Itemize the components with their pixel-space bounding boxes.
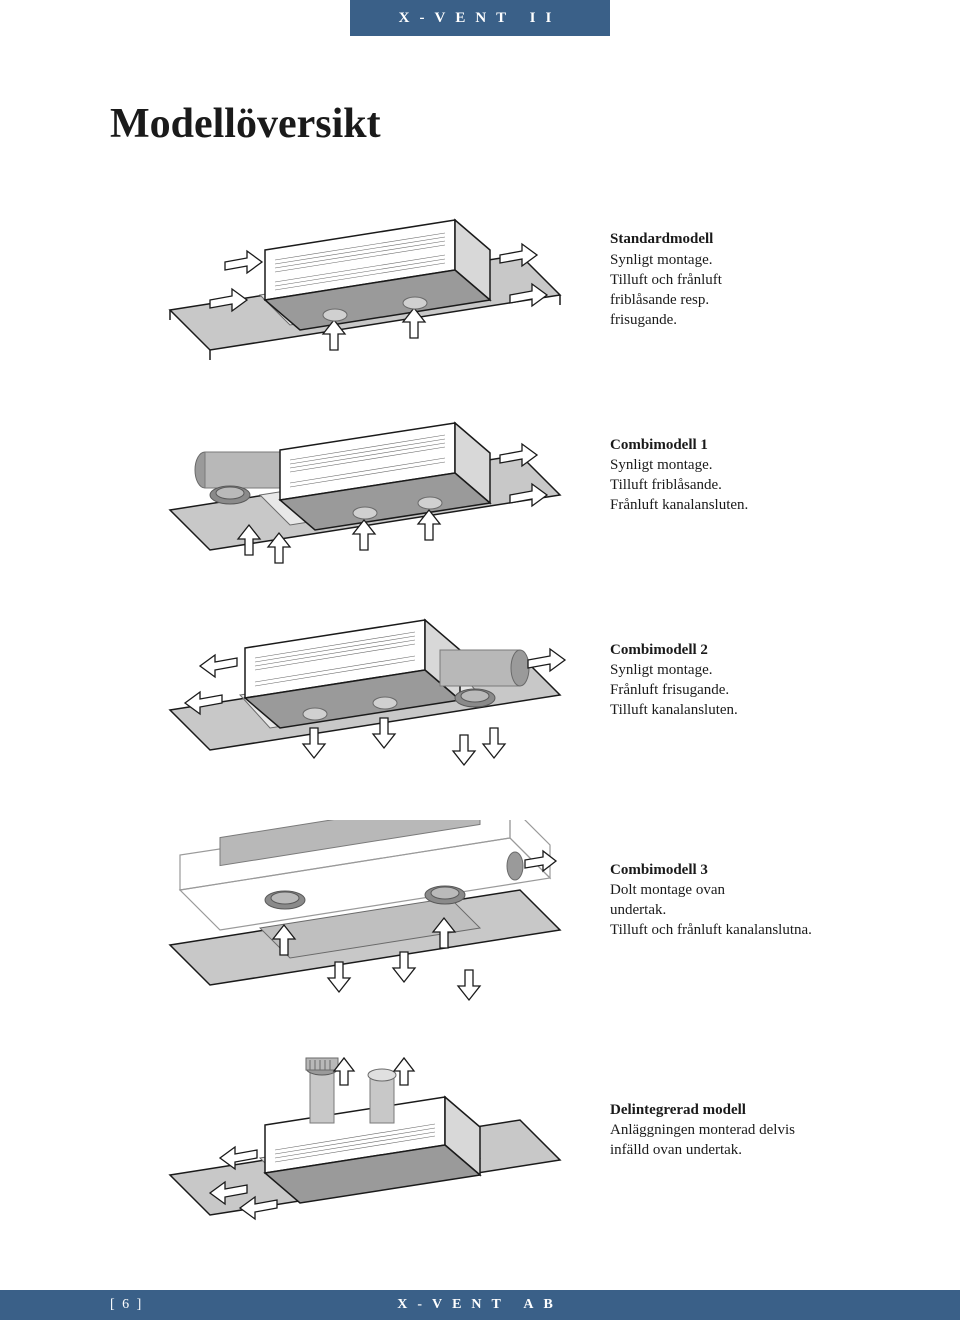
diagram-combimodell-3 <box>110 820 570 980</box>
caption-line: Synligt montage. <box>610 250 870 270</box>
model-title: Combimodell 2 <box>610 640 870 660</box>
footer-bar: [ 6 ] X-VENT AB <box>0 1290 960 1320</box>
caption-3: Combimodell 2 Synligt montage. Frånluft … <box>610 640 870 721</box>
caption-line: friblåsande resp. <box>610 290 870 310</box>
caption-line: Tilluft och frånluft <box>610 270 870 290</box>
model-title: Standardmodell <box>610 229 870 249</box>
caption-line: Synligt montage. <box>610 660 870 680</box>
model-row-2: Combimodell 1 Synligt montage. Tilluft f… <box>110 395 870 555</box>
page-title: Modellöversikt <box>110 100 381 148</box>
model-title: Combimodell 1 <box>610 435 870 455</box>
caption-line: undertak. <box>610 900 870 920</box>
caption-line: Frånluft kanalansluten. <box>610 495 870 515</box>
header-title: X-VENT II <box>399 10 562 27</box>
diagram-combimodell-1 <box>110 395 570 555</box>
caption-line: Synligt montage. <box>610 455 870 475</box>
diagram-standardmodell <box>110 200 570 360</box>
diagram-combimodell-2 <box>110 600 570 760</box>
model-title: Delintegrerad modell <box>610 1100 870 1120</box>
caption-line: Dolt montage ovan <box>610 880 870 900</box>
header-bar: X-VENT II <box>350 0 610 36</box>
diagram-delintegrerad <box>110 1050 570 1210</box>
caption-line: Tilluft kanalansluten. <box>610 700 870 720</box>
caption-line: Tilluft friblåsande. <box>610 475 870 495</box>
caption-line: frisugande. <box>610 310 870 330</box>
footer-brand: X-VENT AB <box>397 1297 563 1313</box>
model-row-5: Delintegrerad modell Anläggningen monter… <box>110 1050 870 1210</box>
caption-1: Standardmodell Synligt montage. Tilluft … <box>610 229 870 330</box>
model-row-4: Combimodell 3 Dolt montage ovan undertak… <box>110 820 870 980</box>
caption-line: Anläggningen monterad delvis <box>610 1120 870 1140</box>
caption-2: Combimodell 1 Synligt montage. Tilluft f… <box>610 435 870 516</box>
caption-line: Frånluft frisugande. <box>610 680 870 700</box>
caption-line: Tilluft och frånluft kanalanslutna. <box>610 920 870 940</box>
caption-line: infälld ovan undertak. <box>610 1140 870 1160</box>
footer-page-number: [ 6 ] <box>110 1297 143 1313</box>
model-title: Combimodell 3 <box>610 860 870 880</box>
model-row-3: Combimodell 2 Synligt montage. Frånluft … <box>110 600 870 760</box>
caption-4: Combimodell 3 Dolt montage ovan undertak… <box>610 860 870 941</box>
caption-5: Delintegrerad modell Anläggningen monter… <box>610 1100 870 1161</box>
model-row-1: Standardmodell Synligt montage. Tilluft … <box>110 200 870 360</box>
